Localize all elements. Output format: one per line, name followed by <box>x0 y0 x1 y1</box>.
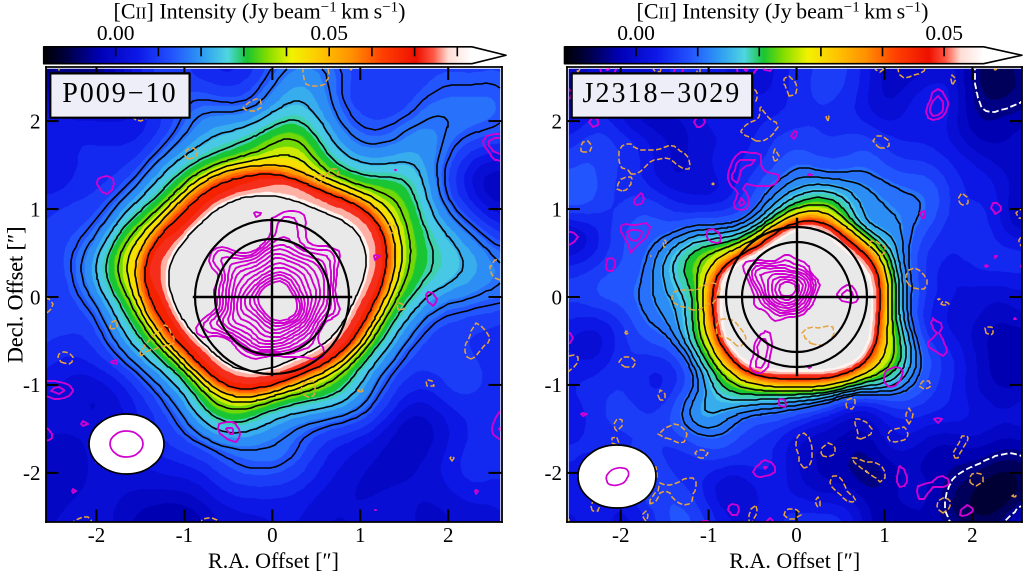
svg-text:Decl. Offset [″]: Decl. Offset [″] <box>2 227 27 363</box>
svg-text:[CII] Intensity (Jy beam−1 km: [CII] Intensity (Jy beam−1 km s−1) <box>637 0 929 23</box>
svg-text:2: 2 <box>443 523 454 547</box>
svg-text:0.05: 0.05 <box>310 21 348 45</box>
svg-text:0: 0 <box>791 523 802 547</box>
svg-text:-1: -1 <box>700 523 718 547</box>
svg-text:[CII] Intensity (Jy beam−1 km: [CII] Intensity (Jy beam−1 km s−1) <box>114 0 406 23</box>
svg-text:-2: -2 <box>23 461 41 485</box>
svg-text:0: 0 <box>30 285 41 309</box>
svg-text:1: 1 <box>30 197 41 221</box>
svg-text:2: 2 <box>967 523 978 547</box>
svg-text:P009−10: P009−10 <box>62 78 177 109</box>
svg-text:0.00: 0.00 <box>97 21 135 45</box>
svg-text:-1: -1 <box>176 523 194 547</box>
svg-text:-1: -1 <box>23 373 41 397</box>
svg-text:Decl. Offset [″]: Decl. Offset [″] <box>2 227 27 363</box>
svg-text:0: 0 <box>552 285 563 309</box>
svg-text:1: 1 <box>879 523 890 547</box>
svg-text:1: 1 <box>355 523 366 547</box>
svg-text:1: 1 <box>552 197 563 221</box>
svg-text:-2: -2 <box>545 461 563 485</box>
svg-text:R.A. Offset [″]: R.A. Offset [″] <box>729 548 860 572</box>
svg-text:-2: -2 <box>612 523 630 547</box>
svg-text:2: 2 <box>552 109 563 133</box>
svg-text:0: 0 <box>267 523 278 547</box>
svg-text:0.05: 0.05 <box>925 21 963 45</box>
svg-text:-1: -1 <box>545 373 563 397</box>
svg-text:R.A. Offset [″]: R.A. Offset [″] <box>208 548 339 572</box>
svg-text:J2318−3029: J2318−3029 <box>583 78 742 109</box>
svg-text:0.00: 0.00 <box>617 21 655 45</box>
svg-text:2: 2 <box>30 109 41 133</box>
svg-text:-2: -2 <box>88 523 106 547</box>
